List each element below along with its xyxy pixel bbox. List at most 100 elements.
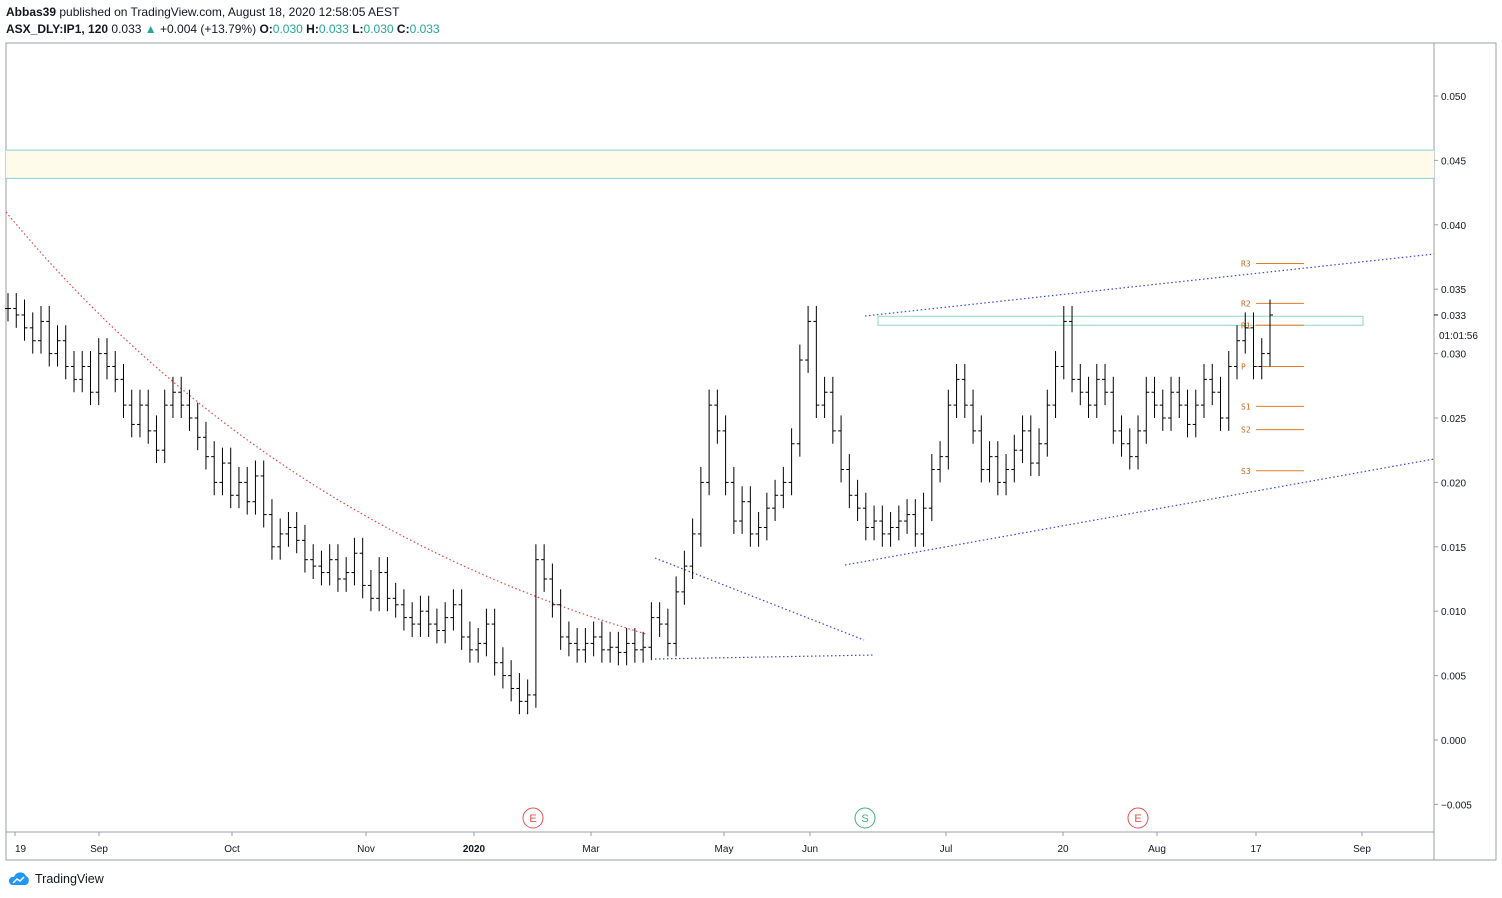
open-value: 0.030	[272, 22, 303, 36]
price-bar	[1019, 415, 1026, 464]
price-bar	[763, 492, 770, 541]
price-bar	[904, 499, 911, 534]
last-price-label: 0.033	[1441, 311, 1466, 322]
price-bar	[235, 466, 242, 509]
y-tick-label: 0.035	[1441, 285, 1466, 296]
x-tick-label: Mar	[582, 844, 600, 855]
x-tick-label: Nov	[357, 844, 375, 855]
triangle-base-line	[654, 654, 875, 660]
price-bar	[1102, 363, 1109, 406]
price-bar	[442, 602, 449, 644]
price-bar	[277, 518, 284, 560]
low-label: L:	[352, 22, 364, 36]
price-chart[interactable]: R3 R2 R1 P S1 S2 S3 E S E 0.050 0.045 0.040 0.035 0.…	[0, 0, 1502, 870]
price-bar	[821, 376, 828, 418]
y-tick-label: 0.025	[1441, 414, 1466, 425]
price-bar	[986, 441, 993, 483]
price-bar	[194, 402, 201, 451]
supply-zone	[6, 150, 1434, 179]
price-bar	[409, 602, 416, 637]
price-bar	[887, 512, 894, 547]
pivot-label-r2: R2	[1241, 299, 1251, 308]
price-bar	[607, 631, 614, 663]
price-bar	[145, 389, 152, 444]
price-bar	[79, 351, 86, 393]
price-bar	[656, 602, 663, 637]
price-bar	[590, 621, 597, 657]
price-bar	[1250, 312, 1257, 380]
price-bar	[945, 389, 952, 470]
price-bar	[1126, 428, 1133, 470]
pivot-label-s1: S1	[1241, 402, 1251, 411]
price-bar	[978, 415, 985, 483]
price-bar	[739, 486, 746, 534]
price-bar	[970, 389, 977, 444]
price-bar	[466, 621, 473, 663]
tradingview-logo[interactable]: TradingView	[7, 872, 104, 886]
price-bar	[1192, 389, 1199, 438]
price-bar	[953, 363, 960, 418]
price-bar	[54, 325, 61, 367]
downtrend-curve	[5, 211, 647, 635]
x-tick-label: May	[715, 844, 734, 855]
price-bar	[1118, 415, 1125, 457]
price-bar	[1184, 389, 1191, 438]
close-label: C:	[396, 22, 410, 36]
price-bar	[202, 421, 209, 470]
price-bar	[928, 454, 935, 522]
price-bar	[1168, 376, 1175, 431]
price-bar	[747, 486, 754, 547]
price-bar	[326, 544, 333, 586]
pivot-label-r3: R3	[1241, 259, 1251, 268]
price-bar	[697, 466, 704, 547]
symbol-legend: ASX_DLY:IP1, 120 0.033 ▲ +0.004 (+13.79%…	[6, 22, 440, 36]
price-bar	[994, 441, 1001, 496]
price-bar	[1242, 312, 1249, 354]
price-bar	[310, 544, 317, 579]
pivot-label-p: P	[1241, 362, 1246, 371]
price-bar	[392, 582, 399, 618]
price-bar	[318, 550, 325, 586]
price-bar	[359, 537, 366, 599]
author-name[interactable]: Abbas39	[6, 5, 57, 19]
event-label: S	[861, 813, 868, 825]
x-tick-label: Aug	[1148, 844, 1166, 855]
price-bar	[1258, 338, 1265, 380]
price-bar	[937, 441, 944, 483]
price-bar	[1085, 376, 1092, 418]
price-bar	[417, 595, 424, 637]
price-bar	[499, 647, 506, 689]
price-bar	[631, 627, 638, 663]
price-bar	[673, 576, 680, 657]
price-bar	[565, 621, 572, 657]
price-bar	[714, 389, 721, 444]
price-bar	[384, 557, 391, 612]
price-bar	[95, 338, 102, 406]
price-bar	[1143, 376, 1150, 444]
price-bar	[788, 428, 795, 496]
price-bar	[29, 312, 36, 354]
price-bar	[268, 499, 275, 560]
close-value: 0.033	[409, 22, 440, 36]
chart-frame	[5, 42, 1497, 861]
published-text: published on TradingView.com, August 18,…	[59, 5, 400, 19]
price-bar	[293, 512, 300, 554]
price-bar	[367, 569, 374, 612]
price-bar	[1110, 376, 1117, 444]
price-bar	[458, 589, 465, 650]
price-bar	[755, 512, 762, 547]
price-bar	[1036, 428, 1043, 476]
price-bar	[1209, 363, 1216, 406]
price-bar	[1077, 363, 1084, 406]
countdown-label: 01:01:56	[1439, 331, 1478, 342]
change-text: +0.004 (+13.79%)	[160, 22, 257, 36]
event-circle	[854, 807, 876, 829]
brand-name: TradingView	[35, 872, 104, 886]
y-tick-label: −0.005	[1441, 800, 1472, 811]
event-marker-split: S	[854, 807, 876, 829]
price-bar	[1052, 351, 1059, 418]
y-tick-label: 0.000	[1441, 736, 1466, 747]
price-bar	[128, 389, 135, 438]
x-tick-label: Jul	[940, 844, 953, 855]
last-price-text: 0.033	[111, 22, 142, 36]
